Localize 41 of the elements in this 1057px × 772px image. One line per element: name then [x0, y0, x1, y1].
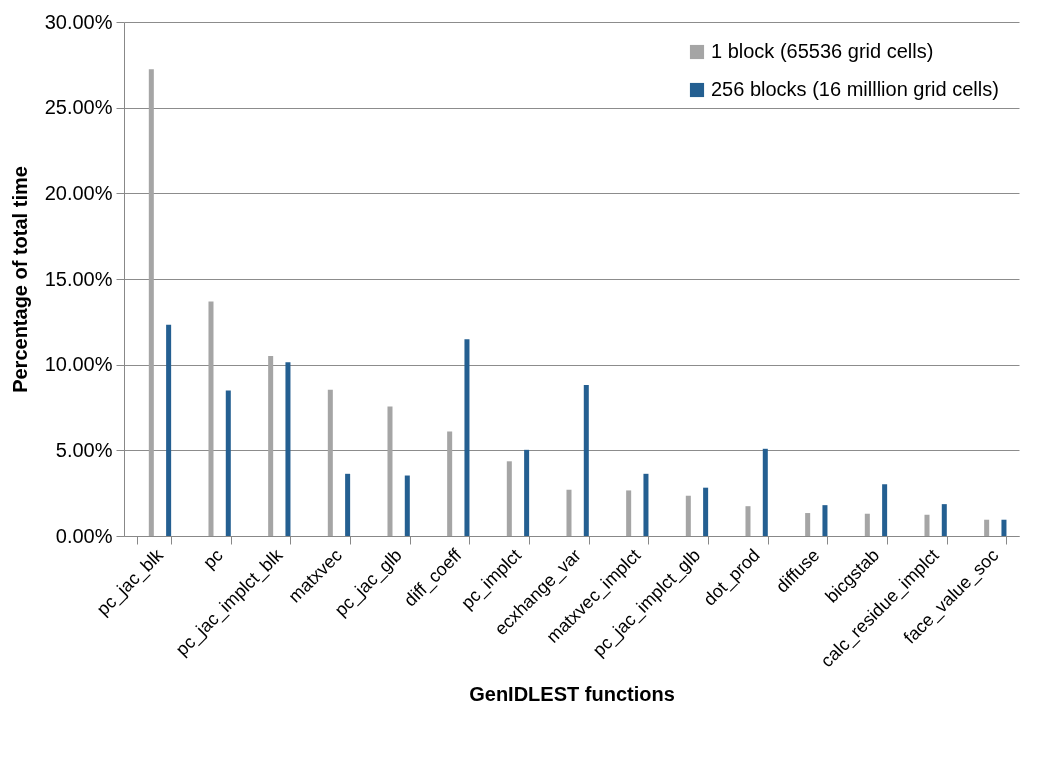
bar	[864, 513, 870, 536]
bar	[924, 514, 930, 536]
y-tick-label: 25.00%	[44, 96, 113, 119]
bar	[805, 513, 811, 536]
bar	[643, 473, 649, 536]
bar	[745, 506, 751, 536]
bar	[345, 473, 351, 536]
bar	[148, 69, 154, 536]
legend-label: 256 blocks (16 milllion grid cells)	[711, 78, 999, 100]
bar	[626, 490, 632, 536]
y-tick-label: 0.00%	[55, 524, 113, 547]
bar	[387, 406, 393, 536]
bar	[404, 475, 410, 536]
bar	[447, 431, 453, 536]
bar	[882, 484, 888, 536]
bar	[984, 519, 990, 536]
bar	[1001, 519, 1007, 536]
bar	[166, 324, 172, 536]
y-axis-title: Percentage of total time	[8, 166, 31, 393]
bar	[703, 487, 709, 536]
bar	[285, 362, 291, 536]
y-tick-label: 20.00%	[44, 181, 113, 204]
bar	[566, 489, 572, 536]
bar	[762, 448, 768, 536]
bar	[208, 301, 214, 536]
y-tick-label: 30.00%	[44, 10, 113, 33]
y-tick-label: 5.00%	[55, 438, 113, 461]
y-tick-label: 10.00%	[44, 353, 113, 376]
bar	[685, 495, 691, 536]
x-axis-title: GenIDLEST functions	[469, 683, 675, 705]
bar	[822, 505, 828, 536]
y-tick-label: 15.00%	[44, 267, 113, 290]
bar	[583, 384, 589, 536]
bar	[506, 461, 512, 536]
bar	[225, 390, 231, 536]
bar	[941, 504, 947, 536]
bar	[524, 449, 530, 536]
legend-label: 1 block (65536 grid cells)	[711, 40, 934, 62]
bar	[327, 389, 333, 536]
bar	[268, 356, 274, 536]
bar	[464, 339, 470, 536]
